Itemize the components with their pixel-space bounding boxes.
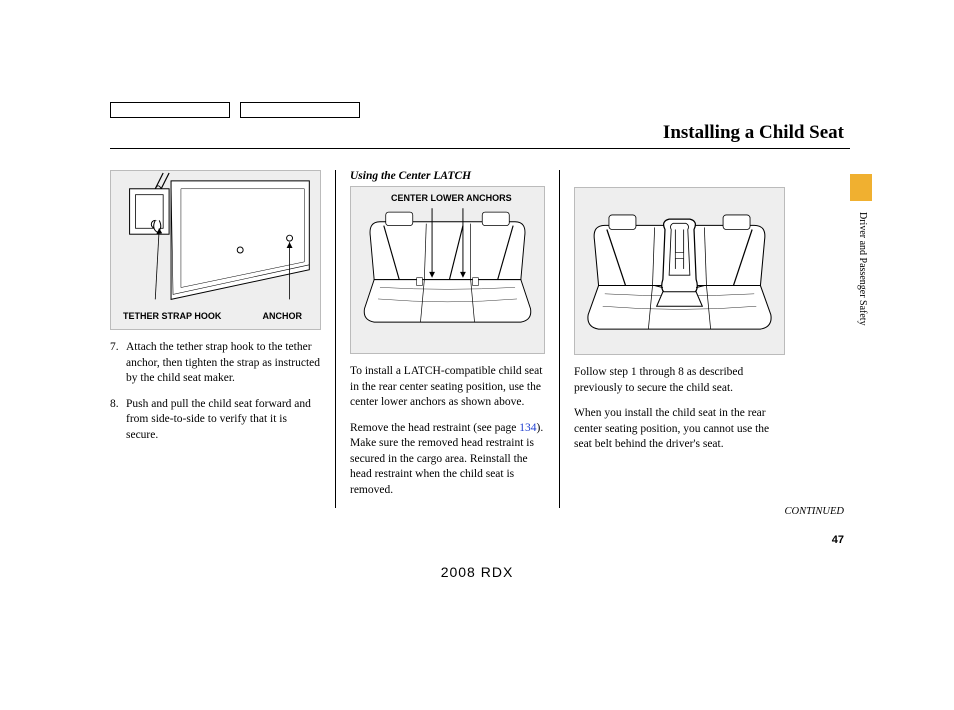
step-8-text: Push and pull the child seat forward and… <box>126 397 321 444</box>
subhead-center-latch: Using the Center LATCH <box>350 170 545 182</box>
step-8: 8. Push and pull the child seat forward … <box>110 397 321 444</box>
step-8-num: 8. <box>110 397 126 444</box>
column-2: Using the Center LATCH CENTER LOWER ANCH… <box>335 170 560 508</box>
page-link-134[interactable]: 134 <box>519 422 536 434</box>
fig1-label-right: ANCHOR <box>263 311 303 321</box>
step-7-text: Attach the tether strap hook to the teth… <box>126 340 321 387</box>
col2-para2: Remove the head restraint (see page 134)… <box>350 421 545 499</box>
continued-label: CONTINUED <box>784 506 844 517</box>
col3-spacer <box>574 170 785 187</box>
figure-tether-hook: TETHER STRAP HOOK ANCHOR <box>110 170 321 330</box>
nav-box-1[interactable] <box>110 102 230 118</box>
tether-diagram-svg <box>111 171 320 329</box>
fig1-label-left: TETHER STRAP HOOK <box>123 311 221 321</box>
col2-para2a: Remove the head restraint (see page <box>350 422 519 434</box>
section-label: Driver and Passenger Safety <box>857 212 868 326</box>
title-rule <box>110 148 850 149</box>
step-7: 7. Attach the tether strap hook to the t… <box>110 340 321 387</box>
figure-child-seat-installed <box>574 187 785 355</box>
col3-para2: When you install the child seat in the r… <box>574 406 785 453</box>
col2-para1: To install a LATCH-compatible child seat… <box>350 364 545 411</box>
page-title: Installing a Child Seat <box>663 122 844 144</box>
col3-para1: Follow step 1 through 8 as described pre… <box>574 365 785 396</box>
child-seat-svg <box>575 188 784 354</box>
fig2-label: CENTER LOWER ANCHORS <box>391 193 512 203</box>
nav-box-2[interactable] <box>240 102 360 118</box>
step-7-num: 7. <box>110 340 126 387</box>
page-number: 47 <box>832 534 844 546</box>
column-3: Follow step 1 through 8 as described pre… <box>560 170 785 508</box>
center-anchors-svg <box>351 187 544 353</box>
content-columns: TETHER STRAP HOOK ANCHOR 7. Attach the t… <box>110 170 850 508</box>
column-1: TETHER STRAP HOOK ANCHOR 7. Attach the t… <box>110 170 335 508</box>
nav-link-boxes <box>110 102 360 118</box>
figure-center-anchors: CENTER LOWER ANCHORS <box>350 186 545 354</box>
footer-model: 2008 RDX <box>0 564 954 580</box>
section-tab <box>850 174 872 201</box>
